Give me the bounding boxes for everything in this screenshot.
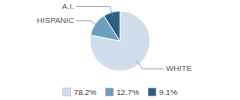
chart-container: WHITE HISPANIC A.I. 78.2% 12.7% 9.1% [0, 0, 240, 100]
leader-line [76, 6, 113, 16]
legend-label: 78.2% [74, 88, 97, 97]
legend-swatch [148, 88, 156, 96]
legend: 78.2% 12.7% 9.1% [63, 88, 178, 97]
chart: WHITE HISPANIC A.I. 78.2% 12.7% 9.1% [0, 0, 240, 100]
slices [90, 11, 150, 71]
leader-line [76, 21, 99, 27]
legend-label: 12.7% [116, 88, 139, 97]
slice-label: HISPANIC [37, 16, 74, 25]
slice-label: WHITE [166, 64, 192, 73]
legend-swatch [63, 88, 71, 96]
pie-slice [90, 11, 150, 71]
legend-swatch [105, 88, 113, 96]
slice-label: A.I. [62, 2, 74, 11]
leader-line [136, 61, 164, 69]
slice-labels: WHITE HISPANIC A.I. [37, 2, 192, 73]
legend-label: 9.1% [159, 88, 177, 97]
pie-slice [104, 11, 120, 41]
